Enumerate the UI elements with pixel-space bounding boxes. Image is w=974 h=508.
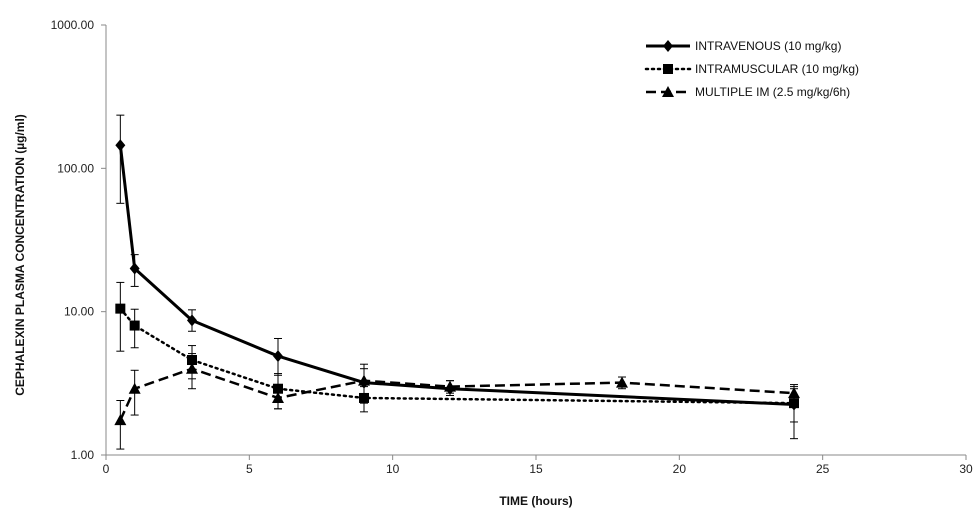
data-point-triangle bbox=[114, 414, 127, 426]
x-tick-label: 30 bbox=[959, 462, 973, 476]
data-point-square bbox=[789, 398, 799, 409]
x-tick-label: 15 bbox=[529, 462, 543, 476]
x-tick-label: 0 bbox=[103, 462, 110, 476]
y-tick-label: 1.00 bbox=[71, 448, 95, 462]
data-point-triangle bbox=[128, 382, 141, 394]
data-point-triangle bbox=[444, 380, 456, 392]
data-point-diamond bbox=[129, 262, 140, 275]
legend-item: INTRAMUSCULAR (10 mg/kg) bbox=[644, 62, 859, 76]
y-axis-title: CEPHALEXIN PLASMA CONCENTRATION (µg/ml) bbox=[13, 114, 27, 396]
legend-item: MULTIPLE IM (2.5 mg/kg/6h) bbox=[646, 85, 850, 99]
legend: INTRAVENOUS (10 mg/kg) INTRAMUSCULAR (10 … bbox=[644, 39, 859, 99]
data-point-triangle bbox=[616, 376, 628, 388]
series-layer bbox=[114, 114, 800, 450]
legend-marker-diamond bbox=[663, 40, 673, 52]
x-tick-label: 20 bbox=[673, 462, 687, 476]
y-tick-label: 10.00 bbox=[64, 305, 94, 319]
x-tick-label: 10 bbox=[386, 462, 400, 476]
legend-marker-triangle bbox=[662, 86, 674, 97]
axes: 0 5 10 15 20 25 30 1.00 10.00 100.00 1000.00 bbox=[51, 18, 973, 476]
data-point-diamond bbox=[187, 314, 197, 327]
legend-label: INTRAVENOUS (10 mg/kg) bbox=[695, 39, 841, 53]
legend-label: INTRAMUSCULAR (10 mg/kg) bbox=[695, 62, 859, 76]
legend-label: MULTIPLE IM (2.5 mg/kg/6h) bbox=[695, 85, 850, 99]
series-triangle bbox=[114, 353, 800, 450]
data-point-triangle bbox=[272, 391, 284, 403]
data-point-triangle bbox=[186, 362, 198, 374]
data-point-square bbox=[129, 320, 140, 331]
data-point-diamond bbox=[273, 350, 283, 363]
legend-marker-square bbox=[663, 64, 673, 74]
data-point-triangle bbox=[788, 387, 800, 399]
x-tick-label: 5 bbox=[246, 462, 253, 476]
y-tick-label: 1000.00 bbox=[51, 18, 95, 32]
y-tick-label: 100.00 bbox=[57, 161, 94, 175]
x-axis-title: TIME (hours) bbox=[499, 494, 572, 508]
data-point-square bbox=[115, 303, 126, 314]
legend-item: INTRAVENOUS (10 mg/kg) bbox=[646, 39, 841, 53]
data-point-diamond bbox=[115, 139, 126, 152]
x-tick-label: 25 bbox=[816, 462, 830, 476]
data-point-triangle bbox=[358, 374, 370, 386]
series-line bbox=[119, 367, 795, 421]
